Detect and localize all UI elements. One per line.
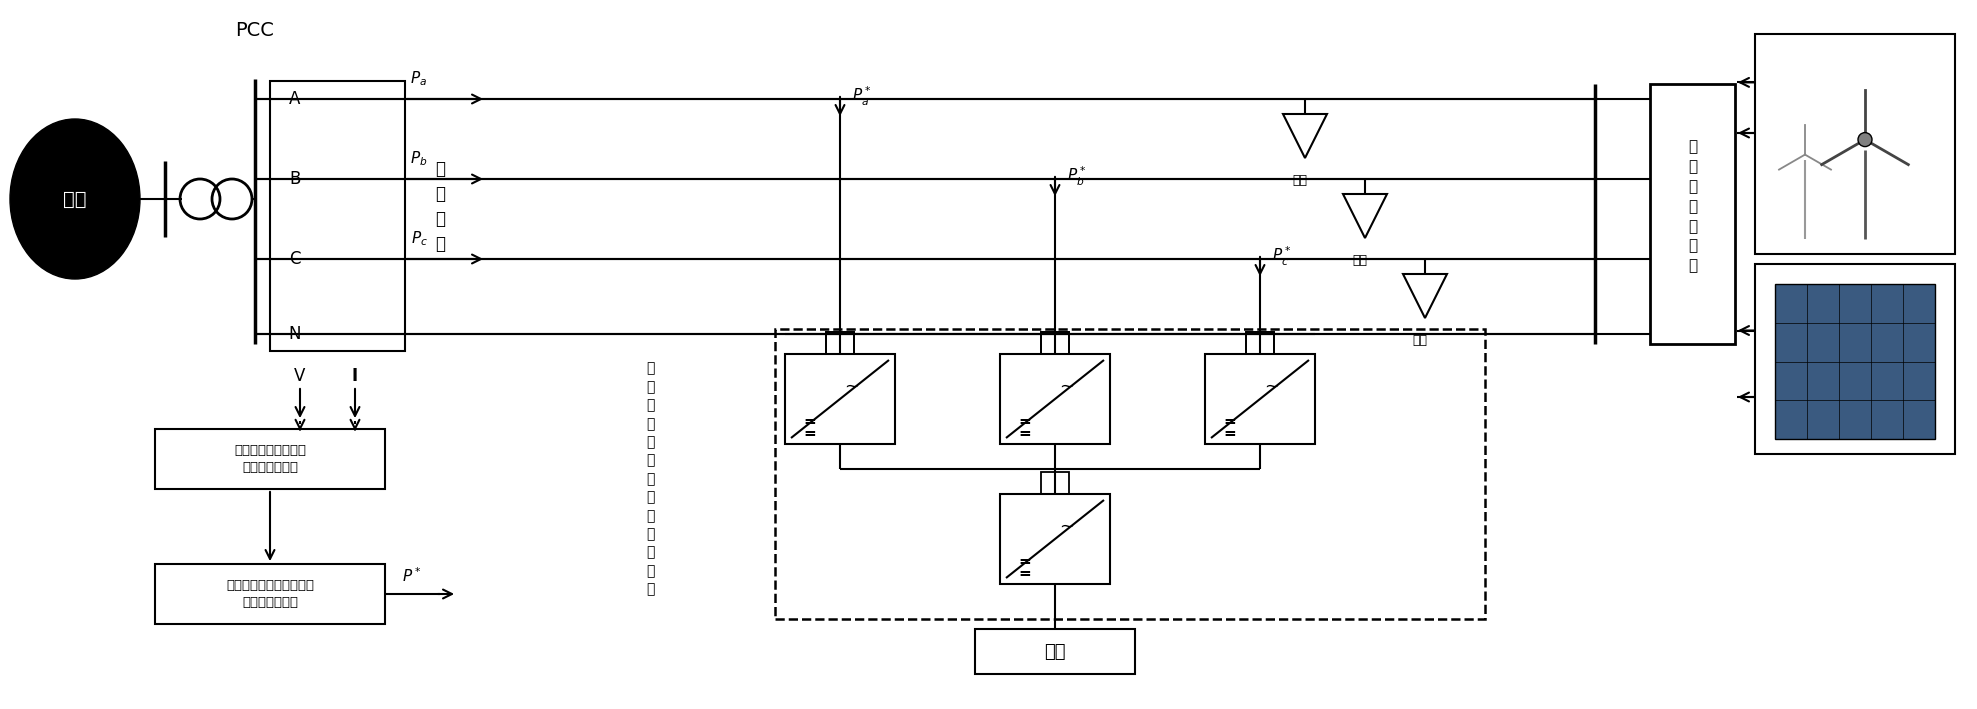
Text: 电网: 电网: [63, 189, 87, 208]
Bar: [1000, 494, 1109, 584]
Bar: [1042, 472, 1070, 494]
Text: ~: ~: [844, 378, 860, 396]
Text: ~: ~: [1060, 378, 1075, 396]
Text: =: =: [1018, 566, 1032, 581]
Text: =: =: [1224, 415, 1236, 430]
Bar: [154, 429, 386, 489]
Text: 储能: 储能: [1044, 642, 1066, 661]
Text: =: =: [1018, 554, 1032, 569]
Bar: [975, 629, 1135, 674]
Text: 单
相
并
网
逆
变
器: 单 相 并 网 逆 变 器: [1688, 140, 1696, 274]
Bar: [271, 81, 405, 351]
Bar: [785, 354, 896, 444]
Text: N: N: [289, 325, 301, 343]
Text: 负荷: 负荷: [1412, 333, 1427, 347]
Text: I: I: [352, 367, 358, 385]
Text: V: V: [295, 367, 306, 385]
Bar: [826, 332, 854, 354]
Text: 变
流
器
储
能
系
统
协
同
控
制
策
略: 变 流 器 储 能 系 统 协 同 控 制 策 略: [646, 362, 654, 596]
Polygon shape: [1775, 284, 1935, 439]
Bar: [775, 329, 1485, 619]
Bar: [154, 564, 386, 624]
Text: $P_b^*$: $P_b^*$: [1068, 164, 1087, 188]
Bar: [1246, 332, 1273, 354]
Bar: [826, 332, 854, 354]
Text: =: =: [1224, 427, 1236, 442]
Text: ~: ~: [1060, 518, 1075, 536]
Text: 负荷: 负荷: [1352, 254, 1368, 267]
Bar: [1206, 354, 1315, 444]
Bar: [1042, 332, 1070, 354]
Bar: [1756, 264, 1955, 454]
Text: $P_c$: $P_c$: [411, 230, 427, 248]
Text: $P^*$: $P^*$: [401, 566, 421, 586]
Circle shape: [1858, 133, 1872, 147]
Bar: [1000, 354, 1109, 444]
Text: $P_c^*$: $P_c^*$: [1273, 245, 1291, 267]
Text: =: =: [1018, 415, 1032, 430]
Text: =: =: [803, 427, 817, 442]
Text: 计算三相电流不平衡
度以及负荷计算: 计算三相电流不平衡 度以及负荷计算: [233, 444, 306, 474]
Text: 负荷: 负荷: [1293, 174, 1307, 186]
Text: $P_a$: $P_a$: [411, 69, 427, 89]
Text: 考虑储能的负载均衡的有
功功率调制技术: 考虑储能的负载均衡的有 功功率调制技术: [225, 579, 314, 609]
Bar: [1756, 34, 1955, 254]
Ellipse shape: [10, 119, 140, 279]
Text: PCC: PCC: [235, 21, 275, 40]
Bar: [1246, 332, 1273, 354]
Text: =: =: [803, 415, 817, 430]
Text: =: =: [1018, 427, 1032, 442]
Bar: [1651, 84, 1736, 344]
Text: C: C: [289, 250, 301, 268]
Text: ~: ~: [1265, 378, 1279, 396]
Text: B: B: [289, 170, 301, 188]
Text: $P_a^*$: $P_a^*$: [852, 84, 872, 108]
Bar: [1042, 332, 1070, 354]
Text: 配
变
终
端: 配 变 终 端: [435, 160, 445, 253]
Text: A: A: [289, 90, 301, 108]
Text: $P_b$: $P_b$: [411, 150, 427, 168]
